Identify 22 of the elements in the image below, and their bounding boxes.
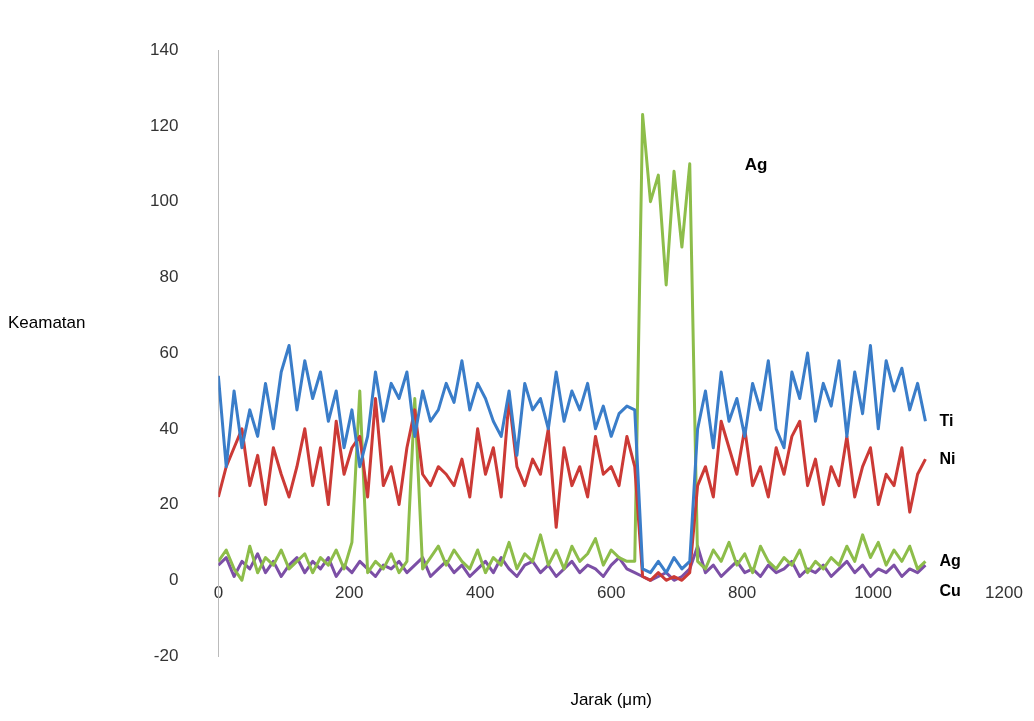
x-tick-label: 1000 xyxy=(854,583,892,603)
y-tick-label: 120 xyxy=(149,115,179,135)
y-tick-label: 40 xyxy=(159,418,179,438)
y-tick-label: 100 xyxy=(149,191,179,211)
series-label: Cu xyxy=(939,581,961,599)
y-tick-label: 80 xyxy=(159,267,179,287)
y-tick-label: -20 xyxy=(153,645,179,665)
y-axis-title: Keamatan xyxy=(8,312,86,332)
x-tick-label: 400 xyxy=(466,583,495,603)
y-tick-label: 0 xyxy=(168,569,179,589)
series-label: Ni xyxy=(939,449,956,467)
x-tick-label: 600 xyxy=(596,583,626,603)
series-label: Ag xyxy=(939,551,961,569)
y-tick-label: 20 xyxy=(159,494,179,514)
x-tick-label: 200 xyxy=(335,583,364,603)
y-tick-label: 60 xyxy=(159,342,179,362)
series-label: Ti xyxy=(939,411,954,429)
y-tick-label: 140 xyxy=(149,39,179,59)
x-axis-title: Jarak (μm) xyxy=(570,689,652,709)
annotation: Ag xyxy=(744,154,768,174)
x-tick-label: 1200 xyxy=(985,583,1023,603)
x-tick-label: 800 xyxy=(727,583,757,603)
